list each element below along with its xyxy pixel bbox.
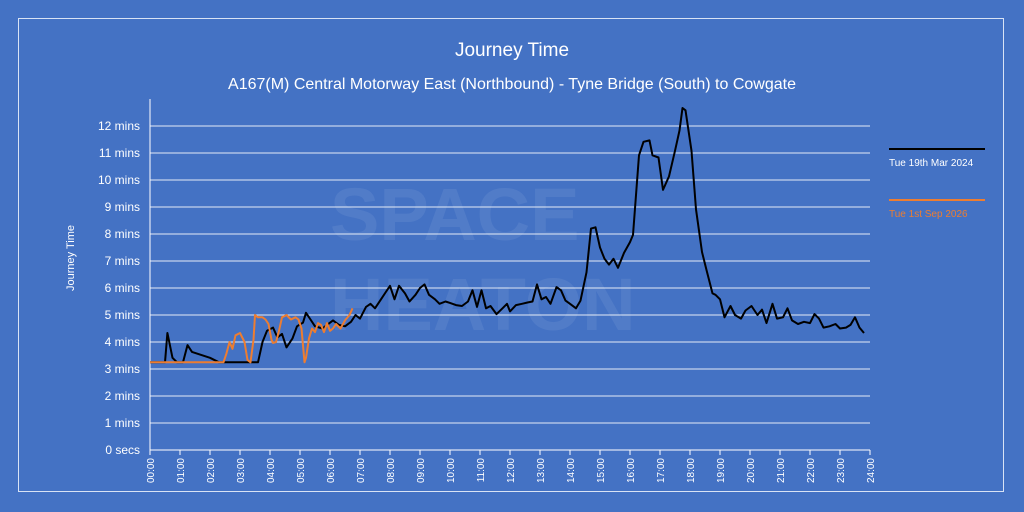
x-tick-label: 00:00 (146, 458, 157, 483)
x-tick-label: 02:00 (206, 458, 217, 483)
x-tick-label: 16:00 (626, 458, 637, 483)
x-tick-label: 17:00 (656, 458, 667, 483)
x-tick-label: 07:00 (356, 458, 367, 483)
x-tick-label: 08:00 (386, 458, 397, 483)
legend-swatch (889, 148, 985, 150)
y-tick-label: 7 mins (105, 254, 140, 268)
x-tick-label: 09:00 (416, 458, 427, 483)
y-tick-label: 9 mins (105, 200, 140, 214)
y-tick-label: 5 mins (105, 308, 140, 322)
x-tick-label: 11:00 (476, 458, 487, 483)
x-tick-label: 05:00 (296, 458, 307, 483)
y-tick-label: 2 mins (105, 389, 140, 403)
legend-label: Tue 19th Mar 2024 (889, 158, 974, 169)
y-axis-title: Journey Time (65, 225, 77, 291)
x-tick-label: 06:00 (326, 458, 337, 483)
x-tick-label: 10:00 (446, 458, 457, 483)
y-tick-label: 1 mins (105, 416, 140, 430)
x-tick-label: 03:00 (236, 458, 247, 483)
x-tick-label: 15:00 (596, 458, 607, 483)
x-tick-label: 19:00 (716, 458, 727, 483)
x-tick-label: 04:00 (266, 458, 277, 483)
x-tick-label: 24:00 (866, 458, 877, 483)
chart-frame (18, 18, 1004, 492)
series-line-2 (150, 307, 354, 364)
x-tick-label: 20:00 (746, 458, 757, 483)
y-tick-label: 6 mins (105, 281, 140, 295)
x-tick-label: 22:00 (806, 458, 817, 483)
legend-item-series-2: Tue 1st Sep 2026 (889, 199, 999, 220)
y-tick-label: 4 mins (105, 335, 140, 349)
x-tick-label: 13:00 (536, 458, 547, 483)
series-line-1 (150, 107, 865, 364)
y-tick-label: 10 mins (98, 173, 140, 187)
y-tick-label: 8 mins (105, 227, 140, 241)
y-tick-label: 11 mins (99, 146, 140, 160)
x-tick-label: 18:00 (686, 458, 697, 483)
y-tick-label: 12 mins (98, 119, 140, 133)
x-tick-label: 01:00 (176, 458, 187, 483)
legend-swatch (889, 199, 985, 201)
y-tick-label: 3 mins (105, 362, 140, 376)
chart-title: Journey Time (454, 40, 570, 61)
x-tick-label: 14:00 (566, 458, 577, 483)
legend-label: Tue 1st Sep 2026 (889, 209, 968, 220)
x-tick-label: 12:00 (506, 458, 517, 483)
x-tick-label: 21:00 (776, 458, 787, 483)
legend-item-series-1: Tue 19th Mar 2024 (889, 148, 999, 169)
x-tick-label: 23:00 (836, 458, 847, 483)
y-tick-label: 0 secs (105, 443, 140, 457)
chart-subtitle: A167(M) Central Motorway East (Northboun… (228, 76, 796, 93)
